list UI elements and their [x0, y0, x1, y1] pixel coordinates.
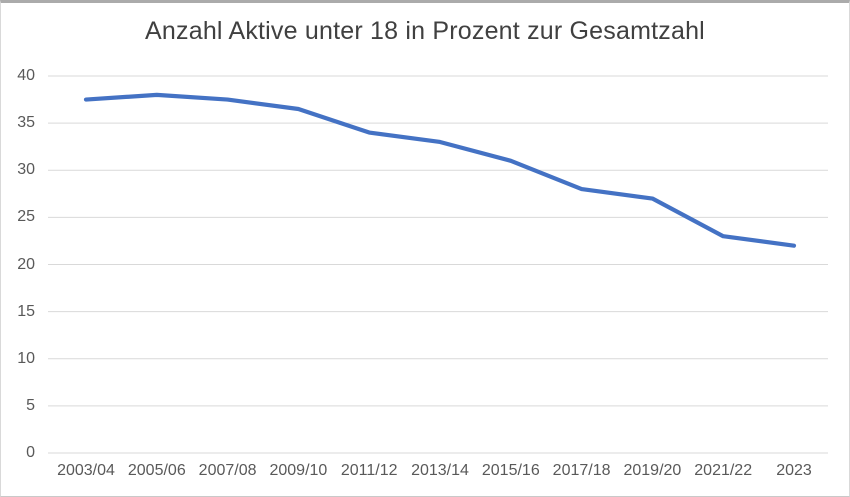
x-tick-label: 2011/12 — [340, 462, 398, 479]
data-series-line — [83, 92, 797, 248]
y-tick-label: 40 — [17, 67, 35, 84]
x-tick-label: 2005/06 — [127, 462, 186, 479]
y-tick-label: 5 — [26, 396, 35, 414]
x-tick-label: 2007/08 — [198, 462, 257, 479]
y-tick-label: 25 — [17, 208, 35, 226]
x-tick-label: 2015/16 — [481, 462, 540, 479]
y-tick-label: 20 — [17, 255, 35, 273]
y-tick-label: 15 — [17, 302, 35, 320]
chart-title: Anzahl Aktive unter 18 in Prozent zur Ge… — [145, 17, 705, 45]
plot-area — [48, 75, 828, 454]
x-tick-label: 2021/22 — [694, 462, 753, 479]
x-tick-label: 2009/10 — [269, 462, 328, 479]
y-tick-label: 30 — [17, 161, 35, 179]
gridlines — [48, 75, 828, 454]
y-tick-label: 0 — [26, 444, 35, 461]
x-tick-label: 2017/18 — [552, 462, 611, 479]
y-tick-label: 10 — [17, 349, 35, 367]
y-tick-label: 35 — [17, 114, 35, 132]
x-tick-label: 2019/20 — [623, 462, 682, 479]
x-tick-label: 2013/14 — [411, 462, 469, 479]
x-tick-label: 2023 — [776, 462, 812, 479]
x-tick-label: 2003/04 — [57, 462, 115, 479]
